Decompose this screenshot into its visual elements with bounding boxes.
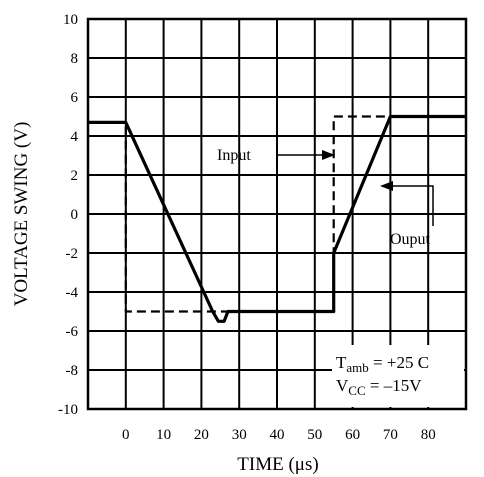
- x-tick-label: 0: [122, 427, 130, 443]
- series-group: [88, 114, 466, 323]
- y-tick-label: -6: [66, 324, 79, 340]
- y-tick-label: 2: [71, 168, 79, 184]
- output-annotation-arrow: [380, 181, 434, 226]
- x-tick-label: 80: [421, 427, 436, 443]
- y-tick-labels: 10 8 6 4 2 0 -2 -4 -6 -8 -10: [58, 12, 79, 418]
- conditions-box-bg: [332, 345, 464, 407]
- x-tick-label: 10: [156, 427, 171, 443]
- y-tick-label: -2: [66, 246, 79, 262]
- y-tick-label: 6: [71, 90, 79, 106]
- plot-frame: [86, 17, 468, 411]
- condition-supply-voltage: VCC = –15V: [336, 376, 422, 398]
- y-tick-label: -8: [66, 363, 79, 379]
- x-axis-title: TIME (μs): [237, 454, 318, 475]
- input-annotation-label: Input: [217, 147, 251, 164]
- x-tick-label: 30: [232, 427, 247, 443]
- x-tick-label: 60: [345, 427, 360, 443]
- x-tick-label: 70: [383, 427, 398, 443]
- y-tick-label: 4: [71, 129, 79, 145]
- y-tick-label: -4: [66, 285, 79, 301]
- y-axis-title: VOLTAGE SWING (V): [11, 122, 32, 307]
- output-series-line: [88, 114, 466, 323]
- condition-temperature: Tamb = +25 C: [336, 353, 429, 375]
- x-tick-label: 20: [194, 427, 209, 443]
- y-tick-label: 0: [71, 207, 79, 223]
- x-tick-labels: 0 10 20 30 40 50 60 70 80: [122, 427, 436, 443]
- x-tick-label: 50: [307, 427, 322, 443]
- y-tick-label: -10: [58, 402, 78, 418]
- output-annotation-label: Ouput: [390, 231, 431, 248]
- x-tick-label: 40: [270, 427, 285, 443]
- input-annotation-arrow: [278, 150, 335, 160]
- y-tick-label: 8: [71, 51, 79, 67]
- grid: [88, 19, 466, 409]
- y-tick-label: 10: [63, 12, 78, 28]
